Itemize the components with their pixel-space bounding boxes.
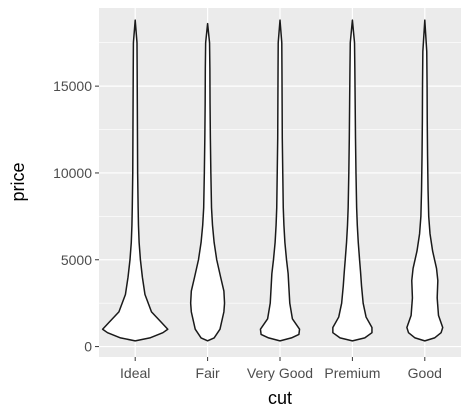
y-tick-label: 10000 <box>53 165 92 181</box>
violins <box>101 19 444 342</box>
violin-good <box>406 19 444 342</box>
x-axis-title: cut <box>268 388 292 408</box>
x-axis-ticks: Ideal Fair Very Good Premium Good <box>120 357 442 381</box>
violin-premium <box>332 19 373 342</box>
violin-ideal <box>101 19 169 342</box>
y-axis-title: price <box>8 162 28 201</box>
y-tick-label: 5000 <box>61 252 92 268</box>
y-axis-ticks: 0 5000 10000 15000 <box>53 78 99 355</box>
x-tick-label: Premium <box>324 365 380 381</box>
y-tick-label: 15000 <box>53 78 92 94</box>
y-tick-label: 0 <box>84 339 92 355</box>
x-tick-label: Very Good <box>247 365 313 381</box>
x-tick-label: Good <box>408 365 442 381</box>
x-tick-label: Ideal <box>120 365 150 381</box>
violin-very-good <box>259 19 301 342</box>
violin-fair <box>189 22 226 342</box>
x-tick-label: Fair <box>196 365 220 381</box>
